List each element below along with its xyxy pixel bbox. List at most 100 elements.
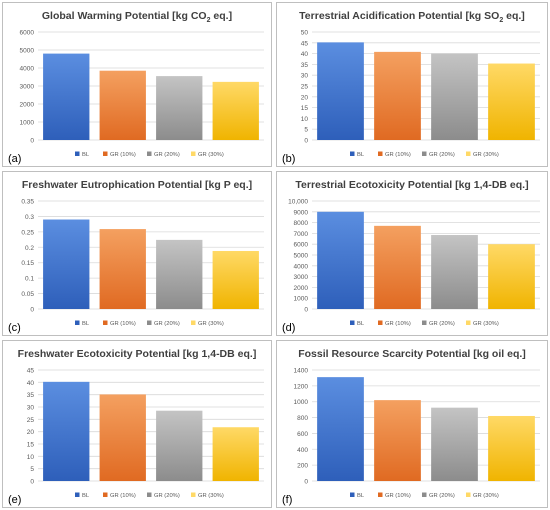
legend-swatch — [350, 492, 355, 497]
bar-bl — [317, 42, 364, 141]
y-tick-label: 0 — [304, 138, 308, 145]
panel-label: (d) — [282, 322, 295, 334]
legend-label: GR (20%) — [154, 152, 180, 158]
bar-gr-10 — [99, 70, 146, 140]
chart-panel-3: Freshwater Eutrophication Potential [kg … — [2, 171, 272, 336]
y-tick-label: 50 — [301, 30, 309, 37]
y-tick-label: 400 — [297, 447, 308, 454]
y-tick-label: 20 — [27, 429, 35, 436]
y-tick-label: 30 — [301, 73, 309, 80]
panel-label: (b) — [282, 153, 295, 165]
legend-label: GR (30%) — [198, 152, 224, 158]
y-tick-label: 0.05 — [21, 291, 34, 298]
legend-swatch — [75, 492, 80, 497]
bar-gr-20 — [431, 53, 478, 140]
legend-label: GR (20%) — [429, 321, 455, 327]
y-tick-label: 0 — [30, 479, 34, 486]
bar-gr-10 — [374, 51, 421, 140]
legend-swatch — [75, 320, 80, 325]
y-tick-label: 0 — [304, 479, 308, 486]
y-tick-label: 0 — [30, 307, 34, 314]
bar-gr-20 — [156, 410, 203, 481]
legend-swatch — [466, 320, 471, 325]
y-tick-label: 1000 — [20, 120, 35, 127]
chart-panel-6: Fossil Resource Scarcity Potential [kg o… — [276, 340, 548, 508]
y-tick-label: 2000 — [294, 285, 309, 292]
y-tick-label: 5 — [304, 127, 308, 134]
chart-title: Freshwater Ecotoxicity Potential [kg 1,4… — [18, 348, 257, 360]
bar-gr-10 — [99, 394, 146, 481]
legend-swatch — [350, 151, 355, 156]
panel-label: (e) — [8, 494, 21, 506]
legend-label: BL — [82, 152, 90, 158]
chart-title: Terrestrial Acidification Potential [kg … — [299, 10, 525, 24]
y-tick-label: 15 — [301, 105, 309, 112]
bar-gr-10 — [99, 229, 146, 309]
legend-swatch — [422, 320, 427, 325]
bar-gr-30 — [488, 244, 535, 309]
legend-swatch — [378, 151, 383, 156]
y-tick-label: 600 — [297, 431, 308, 438]
legend-swatch — [147, 492, 152, 497]
chart-panel-4: Terrestrial Ecotoxicity Potential [kg 1,… — [276, 171, 548, 336]
y-tick-label: 2000 — [20, 102, 35, 109]
bar-gr-20 — [431, 235, 478, 309]
legend-label: GR (30%) — [473, 493, 499, 499]
y-tick-label: 40 — [27, 380, 35, 387]
legend-label: GR (20%) — [154, 493, 180, 499]
legend-label: BL — [357, 493, 365, 499]
y-tick-label: 40 — [301, 51, 309, 58]
y-tick-label: 0.15 — [21, 260, 34, 267]
y-tick-label: 0.2 — [25, 245, 34, 252]
legend-label: GR (30%) — [473, 321, 499, 327]
y-tick-label: 5000 — [20, 48, 35, 55]
legend-label: GR (20%) — [429, 493, 455, 499]
y-tick-label: 10 — [301, 116, 309, 123]
legend-swatch — [378, 320, 383, 325]
legend-swatch — [191, 151, 196, 156]
y-tick-label: 200 — [297, 463, 308, 470]
legend-label: GR (10%) — [110, 493, 136, 499]
y-tick-label: 1000 — [294, 399, 309, 406]
bar-gr-30 — [212, 427, 259, 481]
y-tick-label: 6000 — [20, 30, 35, 37]
bar-bl — [317, 211, 364, 309]
legend-label: BL — [357, 321, 365, 327]
panel-label: (c) — [8, 322, 21, 334]
bar-gr-30 — [212, 81, 259, 140]
legend-swatch — [466, 492, 471, 497]
y-tick-label: 0.3 — [25, 214, 34, 221]
bar-gr-30 — [488, 63, 535, 141]
y-tick-label: 45 — [301, 40, 309, 47]
legend-label: BL — [82, 493, 90, 499]
y-tick-label: 0.35 — [21, 199, 34, 206]
y-tick-label: 9000 — [294, 209, 309, 216]
legend-swatch — [350, 320, 355, 325]
y-tick-label: 10,000 — [288, 199, 308, 206]
y-tick-label: 10 — [27, 454, 35, 461]
y-tick-label: 800 — [297, 415, 308, 422]
panel-label: (a) — [8, 153, 21, 165]
y-tick-label: 30 — [27, 405, 35, 412]
y-tick-label: 0.1 — [25, 276, 34, 283]
y-tick-label: 3000 — [20, 84, 35, 91]
y-tick-label: 1000 — [294, 296, 309, 303]
legend-label: BL — [357, 152, 365, 158]
bar-gr-30 — [212, 250, 259, 309]
legend-label: GR (30%) — [198, 321, 224, 327]
legend-label: GR (10%) — [110, 321, 136, 327]
y-tick-label: 25 — [27, 417, 35, 424]
legend-swatch — [103, 320, 108, 325]
chart-title: Terrestrial Ecotoxicity Potential [kg 1,… — [295, 179, 528, 191]
legend-swatch — [147, 151, 152, 156]
chart-panel-5: Freshwater Ecotoxicity Potential [kg 1,4… — [2, 340, 272, 508]
chart-panel-1: Global Warming Potential [kg CO2 eq.] 0 10… — [2, 2, 272, 167]
legend-swatch — [103, 151, 108, 156]
y-tick-label: 35 — [27, 392, 35, 399]
y-tick-label: 7000 — [294, 231, 309, 238]
y-tick-label: 4000 — [20, 66, 35, 73]
bar-gr-10 — [374, 400, 421, 481]
legend-swatch — [378, 492, 383, 497]
